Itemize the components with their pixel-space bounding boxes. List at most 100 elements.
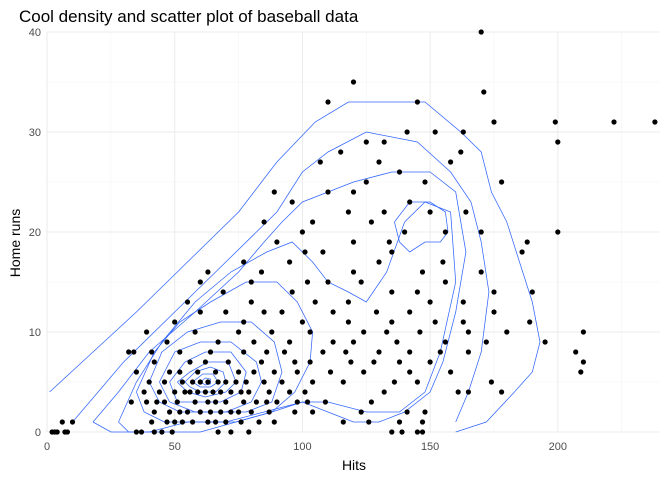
scatter-point xyxy=(310,409,316,415)
scatter-point xyxy=(394,339,400,345)
scatter-point xyxy=(361,369,367,375)
scatter-point xyxy=(197,279,203,285)
scatter-point xyxy=(210,389,216,395)
scatter-point xyxy=(131,349,137,355)
scatter-point xyxy=(350,79,357,85)
scatter-point xyxy=(488,379,494,385)
scatter-point xyxy=(414,99,420,105)
scatter-point xyxy=(251,369,257,375)
scatter-point xyxy=(376,159,382,165)
scatter-point xyxy=(460,319,466,325)
scatter-point xyxy=(179,379,185,385)
scatter-point xyxy=(177,369,183,375)
scatter-point xyxy=(396,169,403,175)
density-contour-12 xyxy=(200,377,211,386)
scatter-point xyxy=(330,309,336,315)
scatter-point xyxy=(322,399,328,405)
scatter-point xyxy=(499,179,505,185)
scatter-point xyxy=(407,349,413,355)
scatter-point xyxy=(527,319,533,325)
scatter-point xyxy=(205,379,211,385)
scatter-point xyxy=(195,369,201,375)
scatter-point xyxy=(414,429,420,435)
scatter-point xyxy=(299,319,305,325)
scatter-point xyxy=(552,119,558,125)
scatter-point xyxy=(156,389,162,395)
scatter-point xyxy=(292,359,298,365)
axis-ticks: 0 50 100 150 200 0 10 20 30 40 xyxy=(29,27,567,453)
scatter-point xyxy=(481,89,487,95)
scatter-point xyxy=(197,309,203,315)
scatter-point xyxy=(236,329,242,335)
scatter-point xyxy=(389,319,395,325)
scatter-point xyxy=(248,279,254,285)
scatter-point xyxy=(228,409,234,415)
scatter-point xyxy=(491,309,497,315)
x-tick-label: 150 xyxy=(421,441,439,453)
scatter-point xyxy=(419,269,426,275)
scatter-point xyxy=(289,199,295,205)
scatter-point xyxy=(236,409,242,415)
scatter-point xyxy=(519,249,525,255)
scatter-point xyxy=(128,399,134,405)
scatter-point xyxy=(202,359,208,365)
scatter-point xyxy=(414,289,420,295)
scatter-point xyxy=(491,119,497,125)
scatter-point xyxy=(404,129,410,135)
scatter-point xyxy=(174,399,180,405)
scatter-point xyxy=(404,409,410,415)
density-contour-8 xyxy=(169,351,247,403)
y-tick-label: 0 xyxy=(35,427,41,439)
scatter-point xyxy=(279,379,285,385)
scatter-point xyxy=(465,329,471,335)
scatter-point xyxy=(271,419,277,425)
scatter-point xyxy=(307,359,313,365)
scatter-point xyxy=(182,389,188,395)
scatter-point xyxy=(172,319,178,325)
scatter-point xyxy=(407,369,413,375)
scatter-point xyxy=(274,399,280,405)
scatter-point xyxy=(281,349,288,355)
y-tick-label: 20 xyxy=(29,227,41,239)
scatter-point xyxy=(246,429,252,435)
scatter-point xyxy=(241,319,247,325)
scatter-point xyxy=(483,339,489,345)
scatter-point xyxy=(218,409,224,415)
x-axis-label: Hits xyxy=(342,457,366,473)
scatter-point xyxy=(460,129,466,135)
scatter-point xyxy=(465,349,471,355)
scatter-point xyxy=(172,419,178,425)
scatter-point xyxy=(580,359,587,365)
scatter-point xyxy=(391,379,397,385)
scatter-point xyxy=(373,309,380,315)
scatter-point xyxy=(169,429,175,435)
scatter-point xyxy=(192,399,198,405)
scatter-point xyxy=(126,349,132,355)
density-contour-0 xyxy=(49,101,541,433)
scatter-point xyxy=(287,259,293,265)
scatter-point xyxy=(396,359,403,365)
scatter-point xyxy=(190,419,196,425)
scatter-point xyxy=(386,239,392,245)
scatter-point xyxy=(338,149,344,155)
chart-title: Cool density and scatter plot of basebal… xyxy=(19,7,359,26)
scatter-point xyxy=(172,389,178,395)
scatter-point xyxy=(580,329,587,335)
scatter-point xyxy=(187,359,193,365)
scatter-point xyxy=(611,119,617,125)
density-contour-2 xyxy=(92,171,467,433)
density-contour-10 xyxy=(184,366,227,393)
density-contour-6 xyxy=(148,321,283,413)
scatter-point xyxy=(215,379,221,385)
scatter-point xyxy=(144,399,150,405)
scatter-point xyxy=(223,309,229,315)
scatter-point xyxy=(529,289,535,295)
scatter-point xyxy=(177,349,183,355)
scatter-point xyxy=(417,329,423,335)
x-tick-label: 100 xyxy=(293,441,311,453)
scatter-point xyxy=(350,269,357,275)
scatter-point xyxy=(432,319,438,325)
scatter-point xyxy=(266,409,272,415)
scatter-point xyxy=(399,429,405,435)
scatter-point xyxy=(294,369,300,375)
